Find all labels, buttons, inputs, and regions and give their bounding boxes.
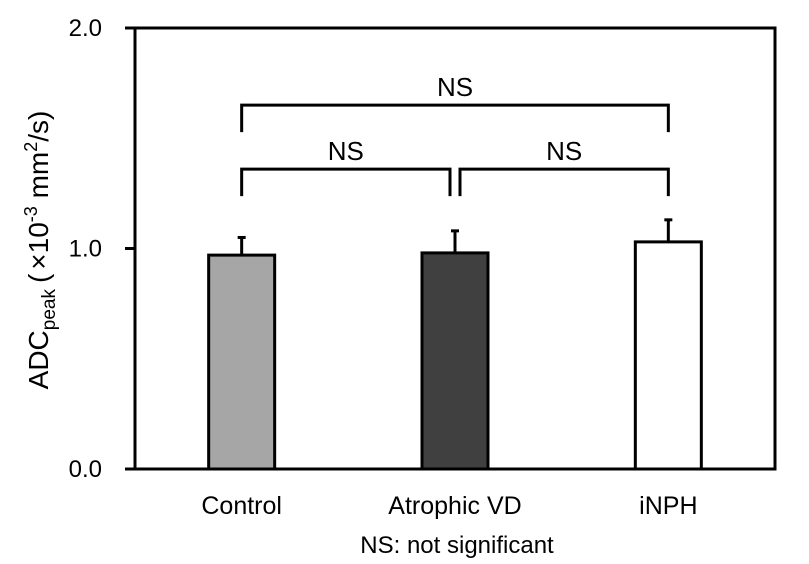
y-axis-label-unit: mm: [23, 152, 54, 206]
y-axis-label-exp: -3: [21, 206, 41, 222]
y-tick-label-0: 0.0: [69, 456, 102, 483]
bar-1: [420, 251, 490, 471]
y-tick-label-2: 2.0: [69, 15, 102, 42]
significance-label-1: NS: [328, 136, 364, 166]
x-tick-label-0: Control: [201, 492, 282, 520]
y-axis-label-sub: peak: [39, 289, 60, 331]
x-tick-label-1: Atrophic VD: [388, 492, 521, 520]
significance-label-2: NS: [546, 136, 582, 166]
significance-brackets: NS NS NS: [240, 72, 670, 197]
bar-0: [207, 253, 277, 471]
error-bars-layer: [237, 218, 673, 256]
y-axis-label-open: (: [23, 273, 54, 283]
significance-bracket-0: [240, 103, 670, 133]
significance-bracket-2: [458, 167, 670, 197]
significance-bracket-1: [240, 167, 452, 197]
y-tick-label-1: 1.0: [69, 236, 102, 263]
y-axis-label-times: ×10: [23, 222, 54, 270]
y-axis-label-close: /s): [23, 111, 54, 142]
x-axis: Control Atrophic VD iNPH: [201, 492, 697, 520]
bar-2: [633, 240, 703, 471]
y-axis-label-main: ADC: [23, 330, 54, 389]
significance-label-0: NS: [437, 72, 473, 102]
y-axis-label-unit-exp: 2: [21, 142, 41, 152]
y-axis: 0.0 1.0 2.0: [69, 15, 135, 483]
x-tick-label-2: iNPH: [639, 492, 697, 520]
y-axis-label: ADCpeak ( ×10-3 mm2/s): [21, 111, 60, 390]
footnote: NS: not significant: [360, 532, 554, 559]
